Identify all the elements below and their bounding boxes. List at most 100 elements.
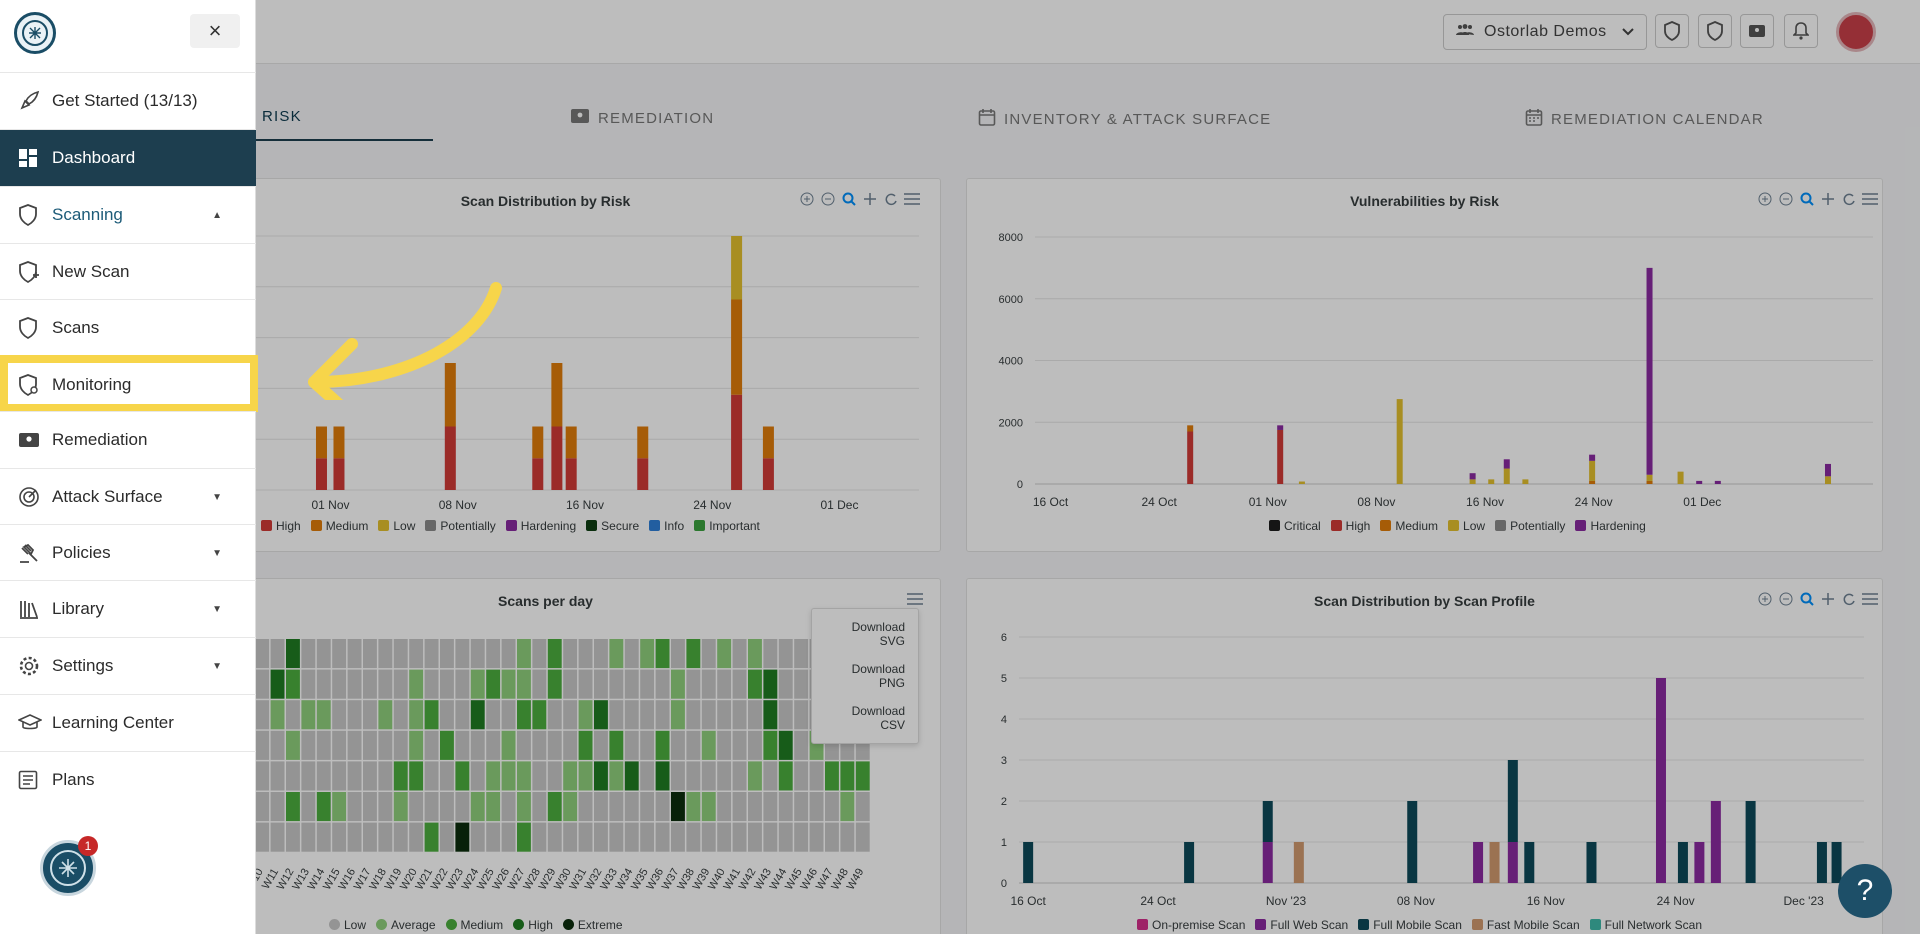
heatmap-cell[interactable]: [732, 822, 747, 852]
heatmap-cell[interactable]: [286, 792, 300, 822]
heatmap-cell[interactable]: [640, 669, 655, 699]
app-logo[interactable]: [14, 12, 56, 54]
heatmap-cell[interactable]: [517, 700, 531, 730]
bar-segment[interactable]: [1524, 842, 1535, 883]
heatmap-cell[interactable]: [563, 639, 578, 669]
bar-segment[interactable]: [1714, 480, 1721, 484]
heatmap-cell[interactable]: [671, 730, 685, 760]
heatmap-cell[interactable]: [470, 792, 485, 822]
heatmap-cell[interactable]: [732, 639, 747, 669]
heatmap-cell[interactable]: [840, 792, 855, 822]
heatmap-cell[interactable]: [624, 730, 639, 760]
heatmap-cell[interactable]: [270, 669, 285, 699]
heatmap-cell[interactable]: [594, 822, 608, 852]
heatmap-cell[interactable]: [286, 761, 300, 791]
heatmap-cell[interactable]: [794, 639, 809, 669]
bar-segment[interactable]: [1522, 479, 1529, 484]
tab-remediation[interactable]: REMEDIATION: [570, 108, 714, 128]
heatmap-cell[interactable]: [671, 792, 685, 822]
close-sidebar-button[interactable]: ×: [190, 14, 240, 48]
heatmap-cell[interactable]: [363, 700, 377, 730]
heatmap-cell[interactable]: [763, 792, 778, 822]
heatmap-cell[interactable]: [501, 761, 516, 791]
heatmap-cell[interactable]: [547, 730, 562, 760]
heatmap-cell[interactable]: [393, 822, 408, 852]
bar-segment[interactable]: [315, 426, 327, 459]
heatmap-cell[interactable]: [825, 792, 839, 822]
heatmap-cell[interactable]: [393, 639, 408, 669]
bar-segment[interactable]: [1710, 801, 1721, 883]
heatmap-cell[interactable]: [748, 761, 762, 791]
heatmap-cell[interactable]: [748, 822, 762, 852]
heatmap-cell[interactable]: [517, 639, 531, 669]
heatmap-cell[interactable]: [578, 761, 593, 791]
heatmap-cell[interactable]: [778, 700, 793, 730]
tab-risk[interactable]: RISK: [262, 108, 302, 125]
bar-segment[interactable]: [532, 426, 544, 459]
bar-segment[interactable]: [1407, 801, 1418, 883]
user-avatar[interactable]: [1836, 12, 1876, 52]
pan-icon[interactable]: [1820, 591, 1836, 607]
heatmap-cell[interactable]: [578, 700, 593, 730]
heatmap-cell[interactable]: [393, 730, 408, 760]
heatmap-cell[interactable]: [409, 700, 424, 730]
legend-item[interactable]: Hardening: [1575, 519, 1646, 533]
bar-segment[interactable]: [1507, 760, 1518, 842]
heatmap-cell[interactable]: [378, 639, 393, 669]
heatmap-cell[interactable]: [347, 700, 362, 730]
heatmap-cell[interactable]: [655, 669, 670, 699]
magnifier-icon[interactable]: [1799, 191, 1815, 207]
heatmap-cell[interactable]: [547, 639, 562, 669]
heatmap-cell[interactable]: [501, 730, 516, 760]
bell-icon[interactable]: [1784, 14, 1818, 48]
heatmap-cell[interactable]: [671, 761, 685, 791]
bar-segment[interactable]: [731, 236, 743, 300]
heatmap-cell[interactable]: [671, 669, 685, 699]
bar-segment[interactable]: [1293, 842, 1304, 883]
heatmap-cell[interactable]: [378, 822, 393, 852]
heatmap-cell[interactable]: [486, 761, 501, 791]
heatmap-cell[interactable]: [347, 761, 362, 791]
heatmap-cell[interactable]: [671, 700, 685, 730]
sidebar-item-attack-surface[interactable]: Attack Surface ▼: [0, 468, 256, 525]
heatmap-cell[interactable]: [455, 700, 470, 730]
heatmap-cell[interactable]: [809, 792, 824, 822]
heatmap-cell[interactable]: [440, 792, 454, 822]
legend-item[interactable]: Full Network Scan: [1589, 918, 1702, 932]
heatmap-cell[interactable]: [778, 669, 793, 699]
sidebar-item-get-started-13-13[interactable]: Get Started (13/13): [0, 72, 256, 129]
sidebar-item-new-scan[interactable]: New Scan: [0, 243, 256, 300]
legend-item[interactable]: Average: [376, 918, 436, 932]
heatmap-cell[interactable]: [763, 669, 778, 699]
heatmap-cell[interactable]: [424, 639, 439, 669]
heatmap-cell[interactable]: [316, 822, 331, 852]
heatmap-cell[interactable]: [440, 700, 454, 730]
heatmap-cell[interactable]: [378, 669, 393, 699]
heatmap-cell[interactable]: [255, 792, 270, 822]
heatmap-cell[interactable]: [686, 639, 701, 669]
bar-segment[interactable]: [1184, 842, 1195, 883]
heatmap-cell[interactable]: [347, 792, 362, 822]
heatmap-cell[interactable]: [732, 761, 747, 791]
download-csv-item[interactable]: Download CSV: [851, 704, 905, 732]
heatmap-cell[interactable]: [255, 639, 270, 669]
heatmap-cell[interactable]: [748, 639, 762, 669]
bar-segment[interactable]: [637, 458, 649, 490]
heatmap-cell[interactable]: [393, 792, 408, 822]
heatmap-cell[interactable]: [363, 639, 377, 669]
heatmap-cell[interactable]: [440, 730, 454, 760]
heatmap-cell[interactable]: [301, 730, 316, 760]
bar-segment[interactable]: [762, 426, 774, 459]
bar-segment[interactable]: [1262, 801, 1273, 842]
heatmap-cell[interactable]: [332, 639, 347, 669]
heatmap-cell[interactable]: [501, 639, 516, 669]
heatmap-cell[interactable]: [594, 761, 608, 791]
legend-item[interactable]: Low: [378, 519, 415, 533]
legend-item[interactable]: High: [1330, 519, 1370, 533]
heatmap-cell[interactable]: [501, 669, 516, 699]
reset-icon[interactable]: [883, 191, 899, 207]
bar-segment[interactable]: [762, 458, 774, 490]
legend-item[interactable]: Important: [694, 519, 760, 533]
bar-segment[interactable]: [1489, 842, 1500, 883]
bar-segment[interactable]: [1298, 481, 1305, 484]
